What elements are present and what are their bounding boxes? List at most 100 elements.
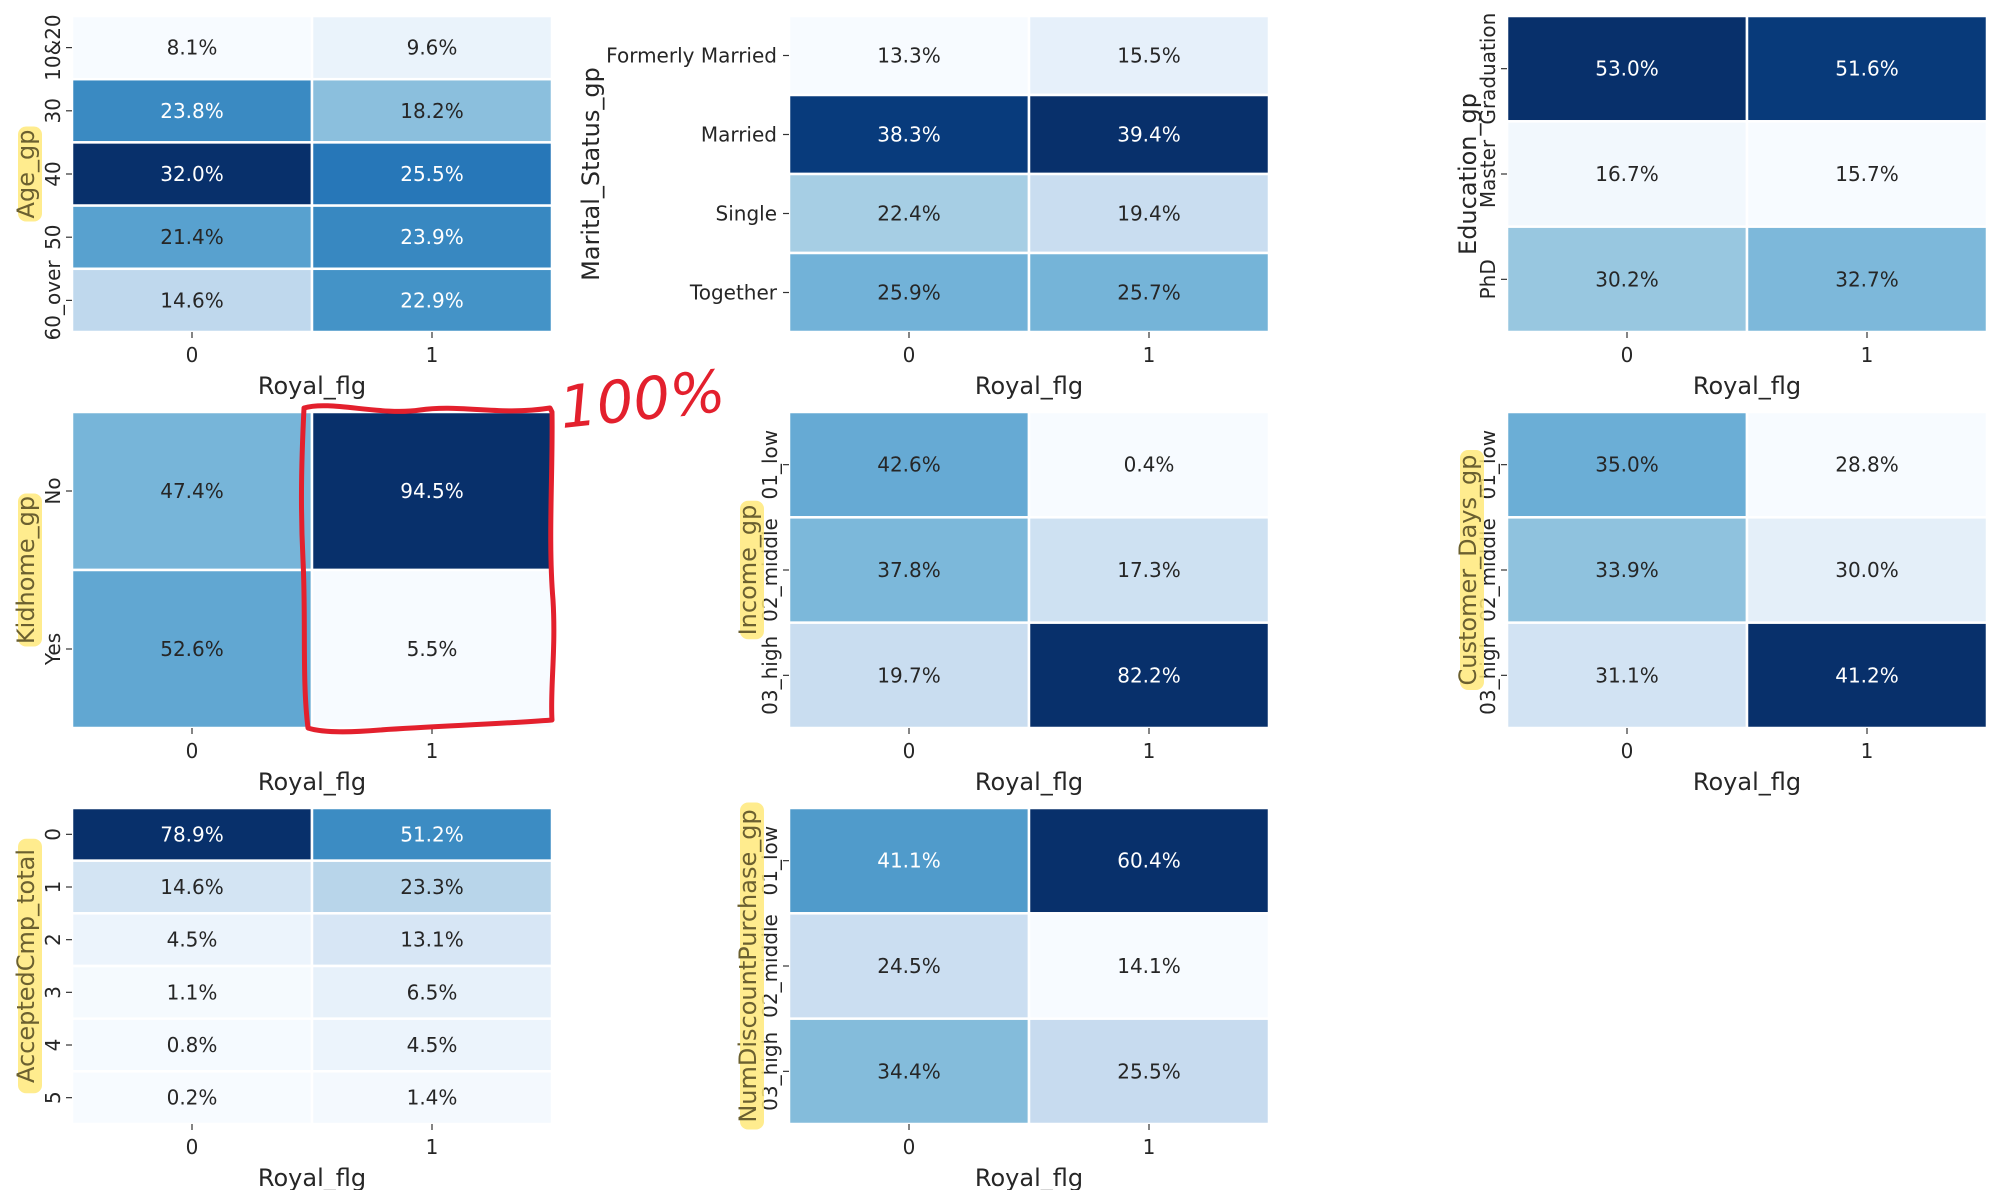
heatmap-cell bbox=[787, 410, 1031, 519]
cell-value-label: 0.8% bbox=[167, 1033, 218, 1057]
cell-value-label: 6.5% bbox=[407, 980, 458, 1004]
x-tick-label: 0 bbox=[186, 1135, 199, 1159]
cell-value-label: 21.4% bbox=[160, 225, 224, 249]
cell-value-label: 13.1% bbox=[400, 928, 464, 952]
cell-value-label: 23.8% bbox=[160, 99, 224, 123]
cell-value-label: 17.3% bbox=[1117, 558, 1181, 582]
x-axis-label: Royal_flg bbox=[258, 768, 366, 796]
heatmap-panel-age: 8.1% 9.6%23.8% 18.2%32.0% 25.5%21.4% 23.9%14… bbox=[12, 14, 554, 400]
heatmap-cell bbox=[1505, 516, 1749, 624]
cell-value-label: 47.4% bbox=[160, 479, 224, 503]
heatmap-cell bbox=[310, 1017, 554, 1073]
x-tick-label: 0 bbox=[186, 739, 199, 763]
x-tick-label: 1 bbox=[1143, 739, 1156, 763]
highlight-marker bbox=[18, 493, 42, 647]
y-tick-label: 1 bbox=[41, 881, 65, 894]
heatmap-panel-income: 42.6% 0.4% 37.8% 17.3% 19.7% 82.2% 0 1 Royal_flg… bbox=[734, 410, 1271, 796]
y-tick-label: No bbox=[41, 477, 65, 504]
cell-value-label: 14.1% bbox=[1117, 954, 1181, 978]
heatmap-cell bbox=[1027, 621, 1271, 730]
cell-value-label: 0.2% bbox=[167, 1086, 218, 1110]
x-axis-label: Royal_flg bbox=[258, 372, 366, 400]
cell-value-label: 25.9% bbox=[877, 281, 941, 305]
heatmap-cell bbox=[1745, 225, 1989, 334]
cell-value-label: 35.0% bbox=[1595, 453, 1659, 477]
x-tick-label: 0 bbox=[903, 343, 916, 367]
y-tick-label: 50 bbox=[41, 224, 65, 249]
cell-value-label: 23.9% bbox=[400, 225, 464, 249]
cell-value-label: 25.5% bbox=[1117, 1059, 1181, 1083]
x-axis-label: Royal_flg bbox=[975, 768, 1083, 796]
heatmap-cell bbox=[1505, 14, 1749, 123]
y-axis-label: Customer_Days_gp bbox=[1454, 455, 1482, 686]
highlight-box-stroke bbox=[298, 403, 557, 735]
x-axis-label: Royal_flg bbox=[975, 372, 1083, 400]
cell-value-label: 30.0% bbox=[1835, 558, 1899, 582]
y-tick-label: Together bbox=[689, 281, 778, 305]
y-tick-label: Married bbox=[701, 123, 777, 147]
y-tick-label: 30 bbox=[41, 98, 65, 123]
heatmap-cell bbox=[310, 1070, 554, 1126]
heatmap-panel-marital: 13.3% 15.5% 38.3% 39.4% 22.4% 19.4% 25.9% 25.7%… bbox=[577, 14, 1271, 400]
cell-value-label: 32.0% bbox=[160, 162, 224, 186]
cell-value-label: 38.3% bbox=[877, 123, 941, 147]
cell-value-label: 23.3% bbox=[400, 875, 464, 899]
y-axis-label: AcceptedCmp_total bbox=[12, 849, 40, 1083]
cell-value-label: 51.6% bbox=[1835, 57, 1899, 81]
cell-value-label: 1.4% bbox=[407, 1086, 458, 1110]
x-tick-label: 1 bbox=[1861, 343, 1874, 367]
heatmap-panel-accepted-cmp: 78.9% 51.2% 14.6% 23.3% 4.5% 13.1% 1.1% 6.5% 0.8… bbox=[12, 806, 554, 1192]
x-tick-label: 1 bbox=[1143, 1135, 1156, 1159]
heatmap-cell bbox=[1027, 1017, 1271, 1126]
heatmap-cell bbox=[310, 141, 554, 207]
x-tick-label: 0 bbox=[186, 343, 199, 367]
heatmap-cell bbox=[1027, 912, 1271, 1020]
cell-value-label: 30.2% bbox=[1595, 267, 1659, 291]
heatmap-panel-num-discount: 41.1% 60.4% 24.5% 14.1% 34.4% 25.5% 0 1 Royal_fl… bbox=[734, 802, 1271, 1192]
cell-value-label: 39.4% bbox=[1117, 123, 1181, 147]
heatmap-cell bbox=[1027, 251, 1271, 334]
heatmap-panel-kidhome: 47.4% 94.5% 52.6% 5.5% 0 1 Royal_flg No YesKidho… bbox=[12, 410, 554, 796]
cell-value-label: 51.2% bbox=[400, 822, 464, 846]
heatmap-cell bbox=[310, 859, 554, 915]
x-tick-label: 1 bbox=[426, 343, 439, 367]
highlight-marker bbox=[1460, 450, 1484, 690]
y-axis-label: Age_gp bbox=[12, 130, 40, 219]
cell-value-label: 8.1% bbox=[167, 36, 218, 60]
heatmap-cell bbox=[1745, 120, 1989, 228]
x-tick-label: 0 bbox=[903, 1135, 916, 1159]
heatmap-cell bbox=[310, 267, 554, 334]
x-axis-label: Royal_flg bbox=[975, 1164, 1083, 1190]
highlight-marker bbox=[740, 802, 764, 1130]
heatmap-cell bbox=[70, 1017, 314, 1073]
y-tick-label: 5 bbox=[41, 1091, 65, 1104]
cell-value-label: 18.2% bbox=[400, 99, 464, 123]
y-tick-label: 0 bbox=[41, 828, 65, 841]
x-tick-label: 1 bbox=[1143, 343, 1156, 367]
cell-value-label: 32.7% bbox=[1835, 267, 1899, 291]
y-tick-label: Formerly Married bbox=[606, 44, 777, 68]
cell-value-label: 14.6% bbox=[160, 875, 224, 899]
x-axis-label: Royal_flg bbox=[258, 1164, 366, 1190]
cell-value-label: 4.5% bbox=[167, 928, 218, 952]
y-tick-label: Master bbox=[1476, 139, 1500, 208]
cell-value-label: 25.5% bbox=[400, 162, 464, 186]
cell-value-label: 37.8% bbox=[877, 558, 941, 582]
y-tick-label: 01_low bbox=[758, 430, 782, 500]
cell-value-label: 53.0% bbox=[1595, 57, 1659, 81]
cell-value-label: 42.6% bbox=[877, 453, 941, 477]
x-axis-label: Royal_flg bbox=[1693, 372, 1801, 400]
y-axis-label: NumDiscountPurchase_gp bbox=[734, 809, 762, 1122]
cell-value-label: 52.6% bbox=[160, 637, 224, 661]
heatmap-cell bbox=[70, 964, 314, 1020]
cell-value-label: 4.5% bbox=[407, 1033, 458, 1057]
heatmap-cell bbox=[310, 410, 554, 572]
heatmap-cell bbox=[1745, 14, 1989, 123]
y-axis-label: Education_gp bbox=[1454, 93, 1482, 255]
heatmap-cell bbox=[70, 568, 314, 730]
cell-value-label: 16.7% bbox=[1595, 162, 1659, 186]
cell-value-label: 78.9% bbox=[160, 822, 224, 846]
y-tick-label: 10&20 bbox=[41, 14, 65, 81]
heatmap-cell bbox=[1027, 410, 1271, 519]
